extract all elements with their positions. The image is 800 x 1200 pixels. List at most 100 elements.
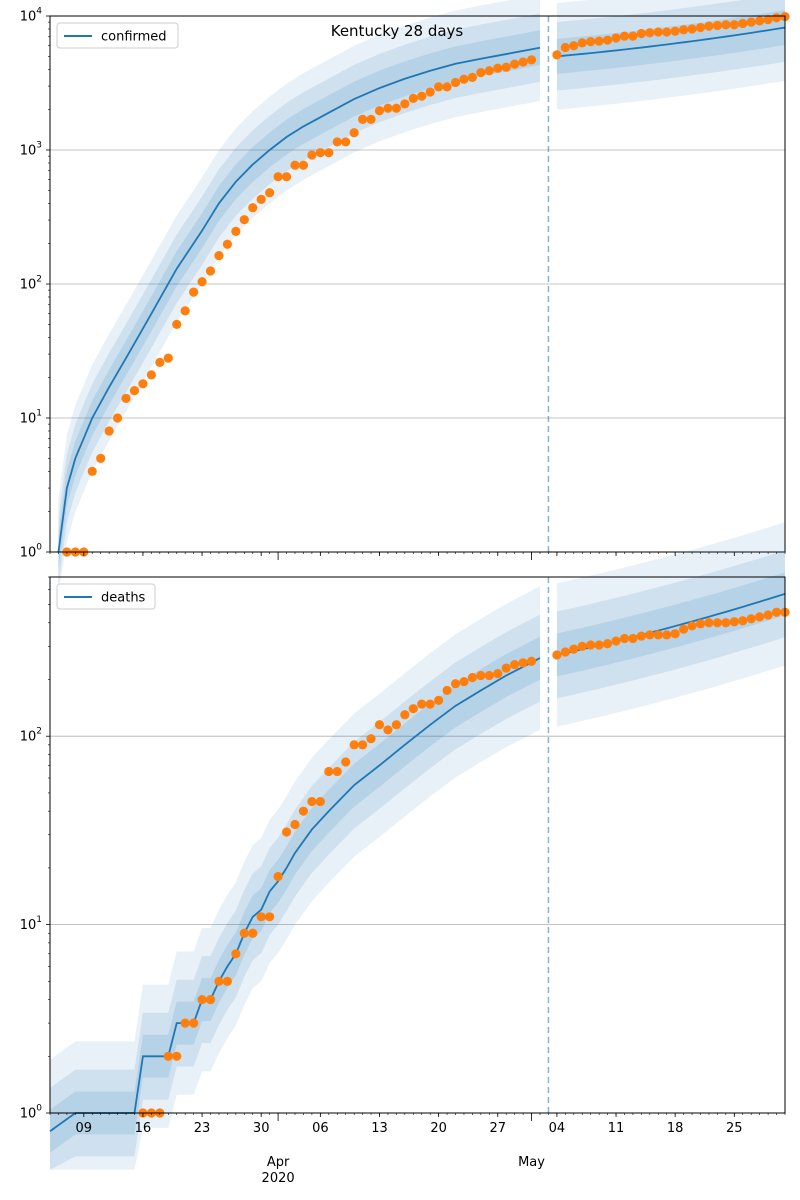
deaths-observed-point [493,668,503,679]
confirmed-legend-label: confirmed [101,30,167,45]
deaths-observed-point [222,976,233,986]
confirmed-observed-point [307,150,317,160]
confirmed-observed-point [552,50,562,60]
confirmed-observed-point [298,160,309,170]
confirmed-observed-point [408,93,418,103]
x-tick-label: 23 [194,1121,211,1136]
confirmed-observed-point [619,31,630,41]
deaths-observed-point [586,640,596,650]
deaths-observed-point [180,1018,190,1028]
deaths-uncertainty-band [556,550,785,699]
deaths-observed-point [366,734,376,744]
confirmed-observed-point [366,114,376,124]
deaths-legend-label: deaths [101,591,146,606]
deaths-observed-point [687,621,697,631]
confirmed-observed-point [205,266,216,276]
confirmed-observed-point [273,172,283,182]
confirmed-observed-point [281,172,292,182]
deaths-observed-point [611,636,621,646]
deaths-observed-points [138,607,790,1118]
confirmed-observed-point [231,226,241,236]
confirmed-observed-point [594,36,604,46]
confirmed-observed-point [112,413,123,423]
deaths-observed-point [163,1051,173,1061]
deaths-observed-point [256,912,266,922]
confirmed-observed-point [526,55,537,65]
chart-title: Kentucky 28 days [331,22,464,40]
confirmed-observed-point [662,27,672,37]
deaths-observed-point [231,949,241,959]
confirmed-observed-point [214,250,224,261]
confirmed-x-ticks [49,552,786,560]
deaths-observed-point [265,912,275,922]
x-tick-label: 25 [726,1121,743,1136]
deaths-observed-point [569,644,579,654]
deaths-observed-point [510,659,520,670]
confirmed-observed-point [738,18,748,29]
confirmed-observed-point [628,31,638,41]
deaths-observed-point [763,610,773,620]
deaths-observed-point [577,641,587,651]
confirmed-observed-point [87,466,97,476]
deaths-observed-point [704,618,714,628]
deaths-observed-point [459,676,469,687]
confirmed-observed-point [467,72,478,83]
confirmed-observed-point [611,33,621,43]
confirmed-observed-point [679,25,689,35]
deaths-observed-point [273,871,283,882]
confirmed-observed-point [332,137,342,147]
deaths-observed-point [324,766,334,777]
deaths-observed-point [434,695,444,705]
confirmed-observed-point [687,24,697,34]
deaths-observed-point [315,796,325,807]
deaths-observed-point [721,618,731,628]
deaths-uncertainty-band [50,636,540,1153]
x-tick-label: 30 [253,1121,270,1136]
confirmed-observed-point [104,426,114,436]
x-tick-label: 13 [371,1121,388,1136]
confirmed-observed-point [484,66,494,76]
confirmed-observed-point [239,215,249,225]
deaths-uncertainty-band [50,614,540,1170]
confirmed-observed-point [315,148,325,158]
deaths-observed-point [679,624,689,634]
confirmed-observed-point [771,13,782,23]
x-tick-label: 20 [430,1121,447,1136]
deaths-observed-point [214,976,224,986]
confirmed-observed-point [383,103,393,113]
deaths-observed-point [755,612,765,622]
deaths-observed-point [205,994,216,1005]
deaths-observed-point [281,827,292,837]
deaths-uncertainty-band [50,586,540,1170]
deaths-observed-point [290,819,300,830]
deaths-observed-point [349,740,359,750]
deaths-observed-point [341,757,351,767]
confirmed-uncertainty-band [58,0,540,593]
confirmed-model-lines [57,26,786,553]
confirmed-observed-point [670,26,680,36]
confirmed-observed-point [586,37,596,47]
deaths-observed-point [307,796,317,807]
deaths-observed-point [526,656,537,666]
deaths-observed-point [771,607,782,617]
deaths-observed-point [695,619,706,629]
confirmed-observed-point [695,22,706,33]
deaths-observed-point [248,928,258,938]
confirmed-observed-point [510,59,520,69]
confirmed-observed-point [459,74,469,84]
confirmed-observed-point [357,114,368,124]
confirmed-observed-point [138,379,148,389]
x-tick-label: 09 [76,1121,93,1136]
deaths-observed-point [636,631,646,641]
confirmed-observed-point [146,370,156,380]
confirmed-observed-point [349,128,359,138]
deaths-observed-point [425,699,435,709]
deaths-observed-point [518,658,528,668]
confirmed-observed-point [518,57,528,67]
deaths-observed-point [476,670,486,681]
deaths-uncertainty-band [556,522,785,727]
confirmed-observed-point [476,68,486,78]
